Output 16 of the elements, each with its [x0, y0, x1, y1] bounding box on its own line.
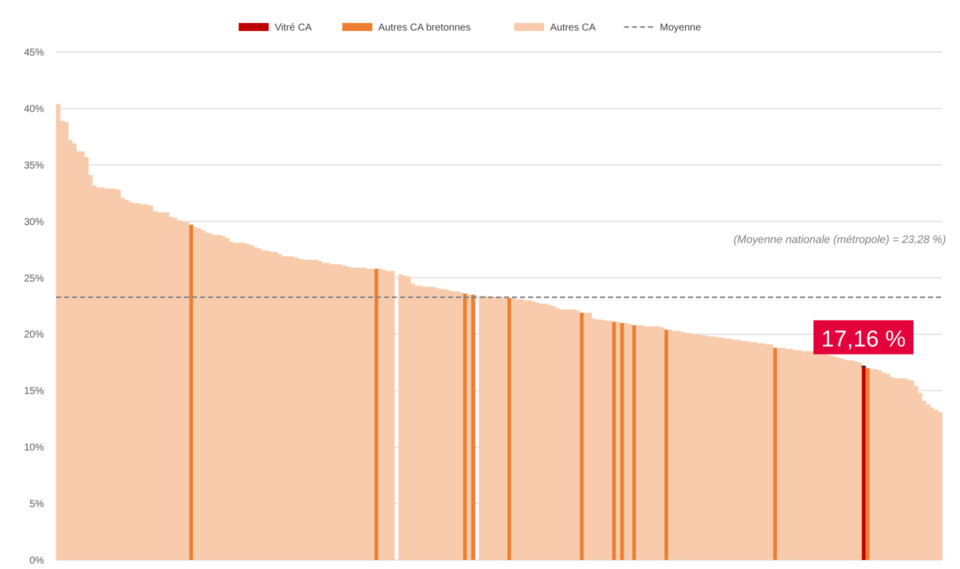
legend-label: Autres CA [550, 22, 596, 34]
legend-label: Moyenne [660, 22, 702, 34]
y-tick-label: 25% [24, 273, 44, 284]
data-label: 17,16 % [821, 325, 906, 352]
legend-label: Vitré CA [274, 22, 312, 34]
legend-label: Autres CA bretonnes [378, 22, 471, 34]
y-tick-label: 45% [24, 48, 44, 58]
annotation: (Moyenne nationale (métropole) = 23,28 %) [734, 234, 946, 246]
y-tick-label: 30% [24, 216, 44, 228]
y-tick-label: 20% [24, 330, 44, 341]
y-tick-label: 10% [24, 442, 44, 454]
y-tick-label: 15% [24, 386, 44, 398]
y-tick-label: 40% [24, 104, 44, 115]
y-tick-label: 0% [30, 556, 44, 566]
y-tick-label: 5% [30, 499, 44, 510]
y-tick-label: 35% [24, 160, 44, 172]
